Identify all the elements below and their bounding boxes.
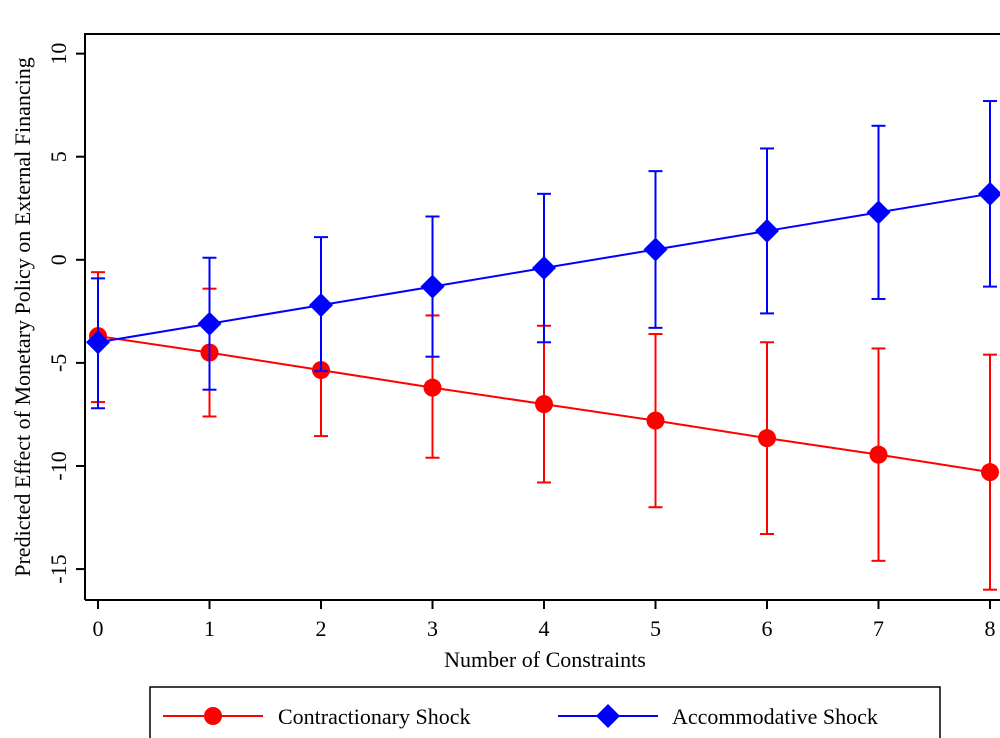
legend-label-accommodative: Accommodative Shock bbox=[672, 704, 878, 729]
data-point bbox=[535, 395, 553, 414]
legend-label-contractionary: Contractionary Shock bbox=[278, 704, 470, 729]
y-tick-label: 10 bbox=[46, 43, 71, 65]
y-axis-title: Predicted Effect of Monetary Policy on E… bbox=[10, 57, 35, 577]
x-tick-label: 3 bbox=[427, 616, 438, 641]
x-tick-label: 7 bbox=[873, 616, 884, 641]
x-tick-label: 1 bbox=[204, 616, 215, 641]
legend-marker-contractionary bbox=[204, 707, 222, 725]
legend-box bbox=[149, 686, 941, 738]
x-tick-label: 5 bbox=[650, 616, 661, 641]
x-axis-title: Number of Constraints bbox=[444, 647, 646, 672]
y-axis-ticks: -15 -10 -5 0 5 10 bbox=[46, 43, 85, 584]
data-point bbox=[643, 237, 668, 262]
y-tick-label: 5 bbox=[46, 151, 71, 162]
series-accommodative bbox=[86, 100, 1000, 410]
data-point bbox=[869, 445, 888, 464]
x-tick-label: 8 bbox=[985, 616, 996, 641]
data-point bbox=[197, 311, 222, 336]
data-point bbox=[532, 256, 556, 281]
data-point bbox=[423, 378, 442, 397]
data-point bbox=[758, 429, 776, 448]
data-point bbox=[86, 330, 110, 355]
x-tick-label: 4 bbox=[539, 616, 550, 641]
data-point bbox=[866, 200, 891, 225]
y-tick-label: 0 bbox=[46, 254, 71, 265]
data-point bbox=[646, 411, 665, 430]
x-axis-ticks: 0 1 2 3 4 5 6 7 8 bbox=[93, 600, 996, 641]
y-tick-label: -15 bbox=[46, 554, 71, 583]
y-tick-label: -5 bbox=[46, 354, 71, 372]
x-tick-label: 0 bbox=[93, 616, 104, 641]
data-point bbox=[981, 463, 999, 482]
data-point bbox=[755, 218, 779, 243]
legend: Contractionary Shock Accommodative Shock bbox=[149, 686, 941, 738]
data-point bbox=[420, 274, 445, 299]
data-point bbox=[309, 293, 333, 318]
series-layer bbox=[86, 100, 1000, 591]
y-tick-label: -10 bbox=[46, 451, 71, 480]
x-tick-label: 2 bbox=[316, 616, 327, 641]
data-point bbox=[978, 181, 1000, 206]
legend-marker-accommodative bbox=[596, 704, 620, 728]
x-tick-label: 6 bbox=[762, 616, 773, 641]
